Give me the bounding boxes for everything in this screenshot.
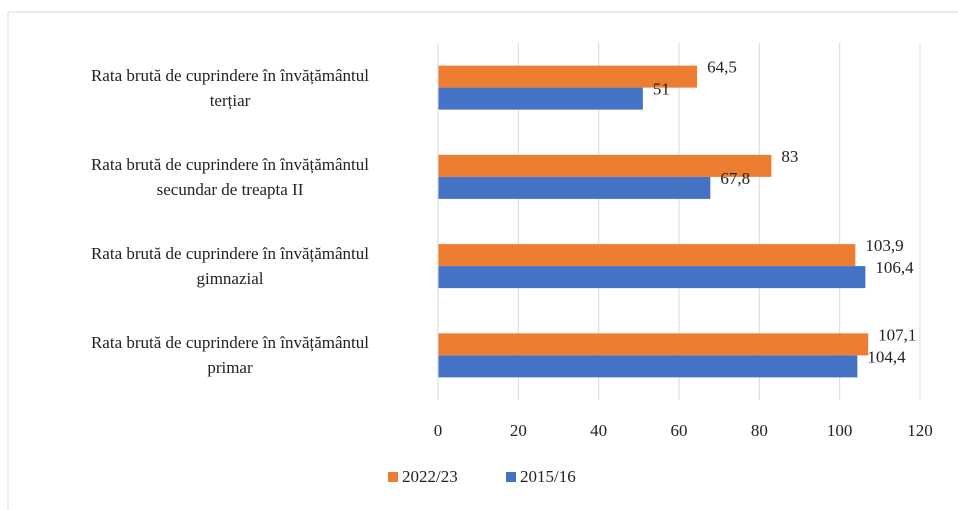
legend-label: 2022/23 xyxy=(402,467,458,486)
bar xyxy=(438,333,869,356)
bar xyxy=(438,154,772,177)
x-tick-label: 60 xyxy=(671,421,688,440)
value-label: 51 xyxy=(653,80,670,99)
x-tick-label: 20 xyxy=(510,421,527,440)
value-label: 106,4 xyxy=(875,258,914,277)
bar xyxy=(438,244,856,267)
legend-swatch xyxy=(506,472,516,482)
value-label: 67,8 xyxy=(720,169,750,188)
bar xyxy=(438,355,858,378)
bar xyxy=(438,266,866,289)
legend-swatch xyxy=(388,472,398,482)
x-tick-label: 100 xyxy=(827,421,853,440)
bar xyxy=(438,65,698,88)
x-tick-label: 80 xyxy=(751,421,768,440)
chart-border xyxy=(7,11,958,510)
value-label: 107,1 xyxy=(878,325,916,344)
y-tick-label: Rata brută de cuprindere în învățământul… xyxy=(90,65,370,110)
y-tick-label: Rata brută de cuprindere în învățământul… xyxy=(90,244,370,289)
y-tick-label: Rata brută de cuprindere în învățământul… xyxy=(90,333,370,378)
value-label: 104,4 xyxy=(867,347,906,366)
legend-label: 2015/16 xyxy=(520,467,576,486)
x-tick-label: 0 xyxy=(434,421,443,440)
x-tick-label: 40 xyxy=(590,421,607,440)
y-tick-label: Rata brută de cuprindere în învățământul… xyxy=(90,154,370,199)
x-tick-label: 120 xyxy=(907,421,933,440)
value-label: 83 xyxy=(781,147,798,166)
value-label: 64,5 xyxy=(707,58,737,77)
bar xyxy=(438,176,711,199)
bar xyxy=(438,87,643,110)
value-label: 103,9 xyxy=(865,236,903,255)
